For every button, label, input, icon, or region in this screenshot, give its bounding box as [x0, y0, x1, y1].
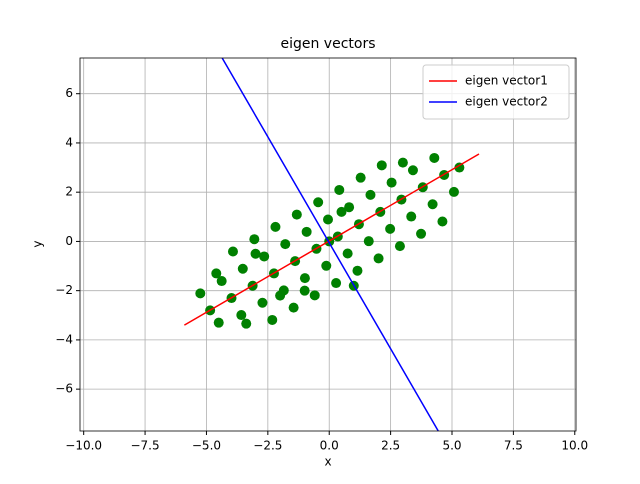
point — [373, 253, 384, 264]
point — [237, 263, 248, 274]
y-tick-label: 6 — [65, 86, 73, 100]
x-tick-label: 10.0 — [561, 439, 588, 453]
line — [221, 58, 439, 431]
plot-frame — [79, 57, 577, 432]
point — [323, 214, 333, 225]
y-axis-label: y — [31, 240, 45, 247]
point — [291, 209, 302, 220]
point — [352, 265, 363, 276]
point — [301, 226, 312, 237]
point — [385, 223, 396, 234]
x-tick-label: 7.5 — [504, 439, 523, 453]
point — [344, 202, 355, 213]
point — [227, 246, 238, 257]
point — [236, 310, 247, 321]
x-tick-label: −2.5 — [253, 439, 282, 453]
point — [342, 248, 353, 259]
y-tick-label: −2 — [55, 283, 73, 297]
point — [280, 239, 291, 250]
line — [183, 153, 480, 326]
point — [437, 216, 448, 227]
y-tick-label: −6 — [55, 382, 73, 396]
point — [394, 241, 405, 252]
point — [299, 273, 310, 284]
x-tick-label: 2.5 — [381, 439, 400, 453]
point — [267, 314, 278, 325]
point — [407, 165, 418, 176]
y-tick-label: −4 — [55, 332, 73, 346]
legend-box — [422, 64, 570, 120]
point — [257, 297, 268, 308]
x-tick-label: −5.0 — [192, 439, 221, 453]
point — [211, 268, 222, 279]
point — [334, 184, 345, 195]
point — [336, 206, 347, 217]
point — [397, 157, 408, 168]
point — [427, 199, 438, 210]
y-tick-label: 4 — [65, 135, 73, 149]
point — [376, 160, 387, 171]
x-tick-label: −10.0 — [65, 439, 102, 453]
point — [275, 290, 286, 301]
point — [313, 197, 324, 208]
point — [216, 276, 227, 287]
x-tick-label: 0.0 — [320, 439, 339, 453]
point — [241, 318, 252, 329]
point — [386, 177, 397, 188]
point — [288, 302, 299, 313]
legend-label: eigen vector1 — [465, 74, 548, 88]
point — [195, 288, 206, 299]
point — [331, 278, 342, 289]
point — [259, 251, 270, 262]
point — [365, 189, 376, 200]
point — [249, 234, 260, 245]
point — [429, 152, 440, 163]
x-axis-label: x — [324, 455, 331, 469]
point — [213, 317, 224, 328]
legend-label: eigen vector2 — [465, 95, 548, 109]
point — [448, 186, 459, 197]
chart-title: eigen vectors — [280, 36, 375, 52]
point — [363, 236, 374, 247]
point — [321, 260, 332, 271]
y-tick-label: 2 — [65, 185, 73, 199]
point — [355, 172, 366, 183]
point — [250, 248, 261, 259]
point — [406, 211, 417, 222]
point — [299, 285, 310, 296]
point — [270, 221, 281, 232]
x-tick-label: 5.0 — [442, 439, 461, 453]
point — [416, 228, 427, 239]
x-tick-label: −7.5 — [130, 439, 159, 453]
y-tick-label: 0 — [65, 234, 73, 248]
point — [454, 162, 465, 173]
point — [309, 290, 320, 301]
